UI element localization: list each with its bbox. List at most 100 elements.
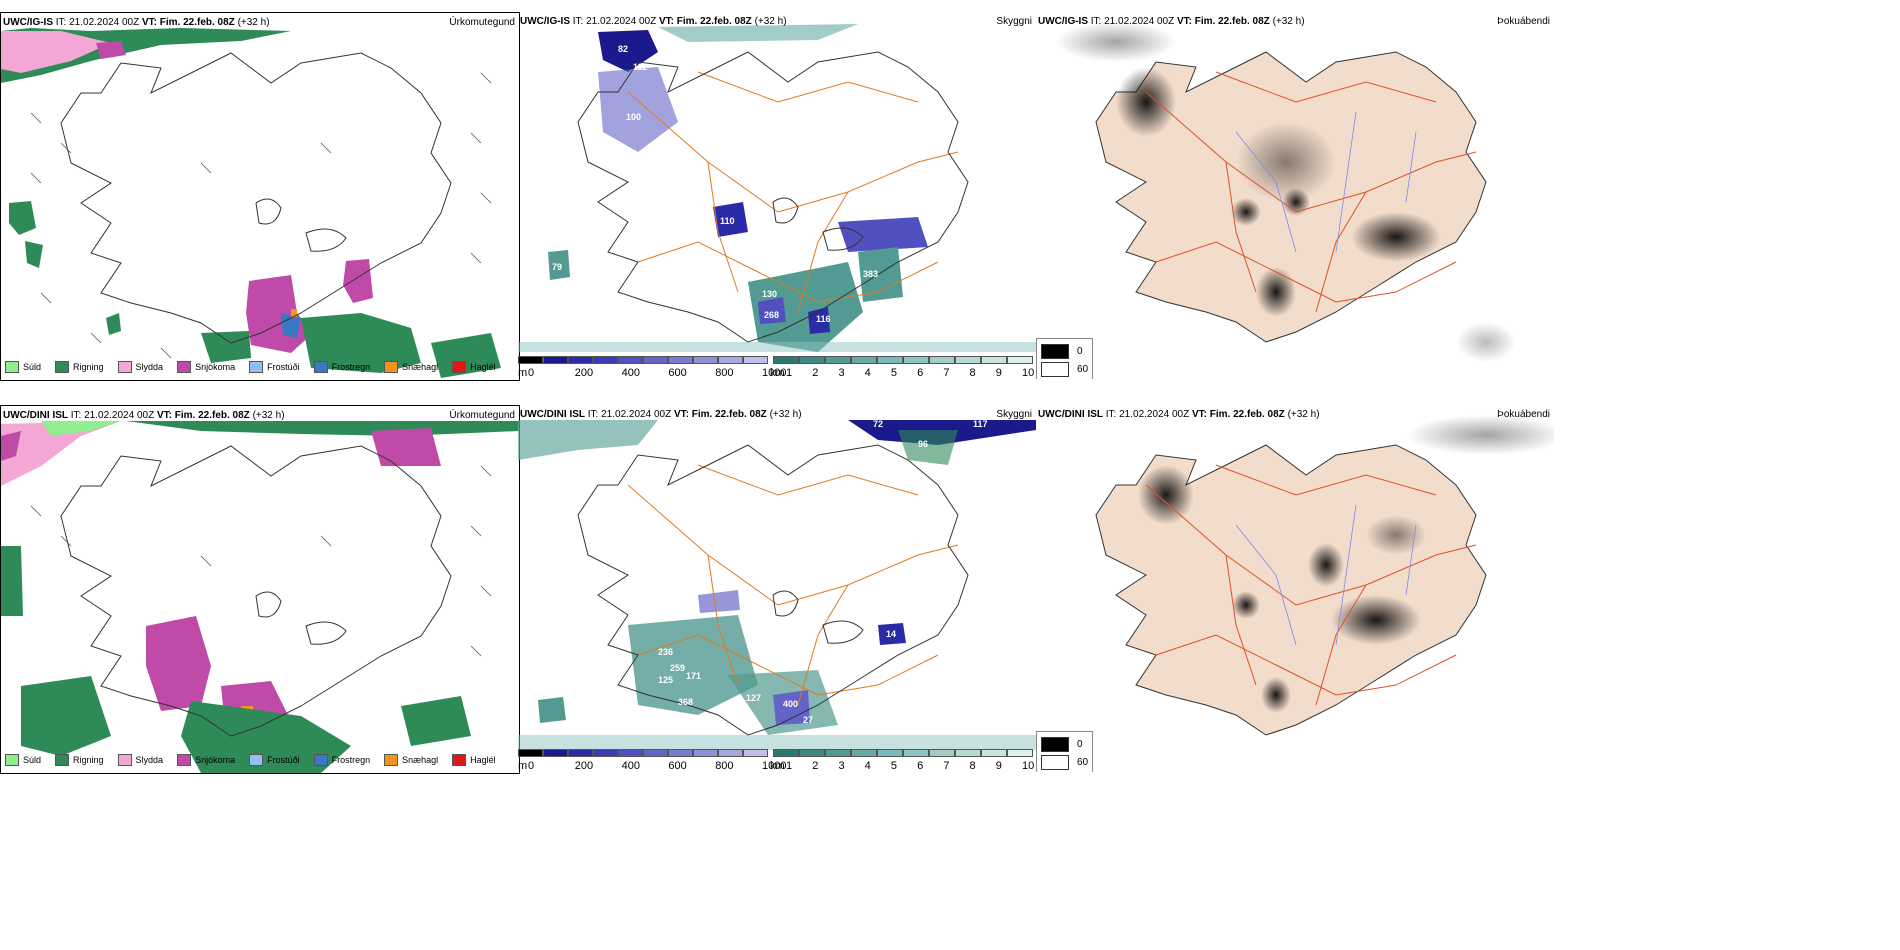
legend-item: Frostúði [249,361,300,373]
legend-label: Frostúði [267,362,300,372]
model-name: UWC/IG-IS [520,16,570,27]
colorbar-segment [743,749,768,757]
legend-item: Frostúði [249,754,300,766]
legend-item: Snæhagl [384,361,438,373]
legend-swatch [117,361,132,373]
river-network [1235,111,1417,253]
colorbar-segment [773,356,799,364]
legend-label: Slydda [135,362,164,372]
colorbar-tick: 7 [943,367,950,379]
colorbar-segment [955,749,981,757]
legend-item: Súld [5,361,41,373]
colorbar-tick: 10 [1022,760,1035,772]
legend-swatch [55,361,70,373]
legend-item: Frostregn [313,754,370,766]
it-label: IT: [1090,16,1102,27]
legend-swatch [452,754,467,766]
colorbar-segment [877,749,903,757]
precip-header-row2: UWC/DINI ISL IT: 21.02.2024 00Z VT: Fim.… [3,410,285,421]
vt-value: Fim. 22.feb. 08Z [174,410,250,421]
legend-item: Haglél [452,754,496,766]
lead-time: (+32 h) [252,410,285,421]
legend-swatch [313,361,328,373]
fog-panel-row2: UWC/DINI ISL IT: 21.02.2024 00Z VT: Fim.… [1036,405,1554,772]
legend-swatch [117,754,132,766]
vis-label: 14 [886,629,896,639]
model-name: UWC/DINI ISL [520,409,585,420]
colorbar-segment [929,749,955,757]
legend-swatch [313,754,328,766]
vt-label: VT: [658,16,674,27]
legend-swatch [5,361,19,373]
vis-label: 82 [618,44,628,54]
legend-label: Snjókoma [195,755,236,765]
colorbar-tick: 200 [574,760,594,772]
iceland-outline [577,51,969,343]
colorbar-segment [568,749,593,757]
colorbar-tick: 6 [917,367,924,379]
river-network [1235,504,1417,646]
colorbar-tick: 8 [969,367,976,379]
vis-label: 259 [670,663,685,673]
lead-time: (+32 h) [769,409,802,420]
it-value: 21.02.2024 00Z [1119,409,1190,420]
colorbar-segment [643,356,668,364]
vt-value: Fim. 22.feb. 08Z [676,16,752,27]
colorbar-segment [877,356,903,364]
legend-label: Frostregn [331,362,371,372]
colorbar-tick: 200 [574,367,594,379]
colorbar-unit-m: m [518,760,528,772]
colorbar-segment [593,749,618,757]
legend-item: Frostregn [313,361,371,373]
colorbar-segment [518,356,543,364]
colorbar-tick: 0 [528,760,535,772]
it-label: IT: [70,410,82,421]
colorbar-tick: 600 [668,760,687,772]
colorbar-tick: 400 [621,367,640,379]
colorbar-segment [851,356,877,364]
legend-label: Snæhagl [402,755,439,765]
vis-label: 368 [678,697,693,707]
vt-value: Fim. 22.feb. 08Z [691,409,767,420]
fog-swatch [1041,754,1069,770]
colorbar-segment [981,356,1007,364]
colorbar-segment [618,356,643,364]
colorbar-unit-m: m [518,367,528,379]
it-label: IT: [587,409,599,420]
vis-label: 112 [633,62,648,72]
visibility-header-row2: UWC/DINI ISL IT: 21.02.2024 00Z VT: Fim.… [520,409,802,420]
colorbar-unit-km: km [770,760,785,772]
legend-item: Slydda [117,361,164,373]
vis-label: 96 [918,439,928,449]
colorbar-segment [593,356,618,364]
it-label: IT: [55,17,67,28]
fog-legend-item: 0 [1041,735,1088,753]
colorbar-tick: 800 [715,760,734,772]
legend-swatch [384,361,399,373]
colorbar-tick: 4 [864,367,871,379]
legend-item: Snjókoma [177,361,235,373]
colorbar-unit-km: km [770,367,785,379]
legend-label: Snæhagl [402,362,439,372]
colorbar-segment [518,749,543,757]
iceland-outline [577,444,969,736]
colorbar-segment [743,356,768,364]
colorbar-segment [568,356,593,364]
vis-label: 127 [746,693,761,703]
colorbar-tick: 1 [786,760,793,772]
visibility-panel-row1: 82 112 100 110 130 268 116 383 79 UWC/IG… [518,12,1036,379]
colorbar-segment [1007,356,1033,364]
road-network [1145,464,1477,706]
vt-label: VT: [141,17,157,28]
colorbar-segment [718,749,743,757]
iceland-outline [60,445,452,737]
fog-title-row2: Þokuábendi [1497,409,1550,420]
colorbar-segment [851,749,877,757]
colorbar-tick: 2 [812,760,819,772]
fog-panel-row1: UWC/IG-IS IT: 21.02.2024 00Z VT: Fim. 22… [1036,12,1554,379]
fog-header-row1: UWC/IG-IS IT: 21.02.2024 00Z VT: Fim. 22… [1038,16,1305,27]
visibility-labels: 82 112 100 110 130 268 116 383 79 [552,44,878,324]
visibility-colorbar-labels-row2: m 0 200 400 600 800 1000 km 1 2 3 4 5 6 7 8 9 10 [518,760,1036,772]
legend-swatch [452,361,467,373]
wind-barbs [30,465,492,657]
